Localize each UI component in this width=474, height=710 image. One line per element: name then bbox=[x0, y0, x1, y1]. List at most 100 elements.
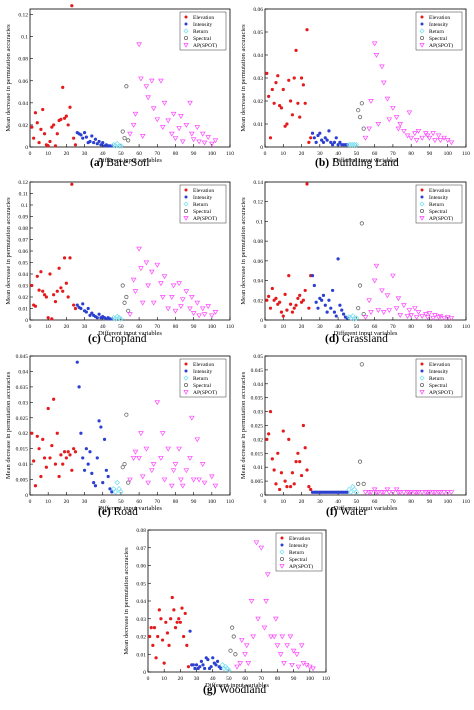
data-point-intensity bbox=[320, 298, 324, 302]
x-tick-label: 90 bbox=[427, 151, 433, 157]
x-tick-label: 100 bbox=[444, 324, 453, 330]
data-point-apspot bbox=[413, 138, 420, 143]
legend-marker bbox=[279, 564, 285, 569]
legend-label: AP(SPOT) bbox=[193, 389, 217, 396]
legend-label: Intensity bbox=[193, 195, 212, 201]
y-tick-label: 0.08 bbox=[18, 57, 28, 63]
data-point-apspot bbox=[441, 135, 447, 141]
data-point-apspot bbox=[424, 133, 431, 139]
data-point-elevation bbox=[52, 123, 56, 127]
data-point-intensity bbox=[310, 274, 315, 278]
y-tick-label: 0 bbox=[25, 493, 28, 499]
panel-caption-letter: (b) bbox=[315, 157, 330, 169]
data-point-elevation bbox=[48, 139, 52, 144]
x-tick-label: 100 bbox=[208, 151, 217, 157]
x-tick-label: 20 bbox=[64, 499, 70, 505]
data-point-intensity bbox=[88, 139, 92, 144]
data-point-apspot bbox=[406, 110, 413, 116]
x-tick-label: 50 bbox=[354, 499, 360, 505]
data-point-elevation bbox=[281, 87, 285, 92]
data-point-elevation bbox=[270, 286, 274, 291]
x-tick-label: 90 bbox=[291, 676, 297, 682]
data-point-apspot bbox=[234, 664, 240, 670]
legend-marker bbox=[420, 369, 424, 373]
data-point-apspot bbox=[194, 300, 201, 306]
y-tick-label: 0.03 bbox=[136, 617, 146, 623]
data-point-elevation bbox=[278, 104, 282, 108]
data-point-elevation bbox=[270, 87, 274, 92]
data-point-apspot bbox=[437, 490, 444, 496]
data-point-apspot bbox=[243, 643, 250, 649]
data-point-elevation bbox=[72, 136, 76, 140]
x-tick-label: 30 bbox=[82, 151, 88, 157]
data-point-apspot bbox=[404, 133, 411, 139]
data-point-intensity bbox=[334, 314, 338, 318]
data-point-apspot bbox=[255, 616, 261, 622]
y-tick-label: 0.04 bbox=[253, 279, 263, 285]
data-point-apspot bbox=[154, 117, 161, 123]
data-point-elevation bbox=[299, 473, 304, 478]
data-point-apspot bbox=[201, 312, 208, 318]
data-point-apspot bbox=[362, 490, 369, 496]
y-tick-label: 0.02 bbox=[18, 123, 28, 129]
panel-caption: (e) Road bbox=[98, 506, 138, 518]
data-point-intensity bbox=[79, 133, 83, 137]
y-tick-label: 0.02 bbox=[253, 298, 263, 304]
data-point-apspot bbox=[172, 136, 179, 142]
data-point-elevation bbox=[309, 487, 313, 492]
data-point-elevation bbox=[59, 453, 63, 457]
data-point-elevation bbox=[149, 626, 153, 630]
data-point-elevation bbox=[39, 270, 43, 274]
data-point-apspot bbox=[375, 122, 382, 127]
data-point-elevation bbox=[274, 81, 278, 85]
data-point-elevation bbox=[185, 643, 189, 647]
data-point-apspot bbox=[362, 315, 369, 320]
data-point-apspot bbox=[435, 133, 442, 139]
data-point-apspot bbox=[189, 131, 195, 137]
x-tick-label: 90 bbox=[427, 499, 433, 505]
data-point-apspot bbox=[138, 266, 144, 272]
data-point-apspot bbox=[159, 295, 166, 300]
data-point-apspot bbox=[139, 134, 146, 139]
data-point-apspot bbox=[172, 462, 179, 468]
x-tick-label: 0 bbox=[147, 676, 150, 682]
x-tick-label: 20 bbox=[299, 324, 305, 330]
y-tick-label: 0.05 bbox=[18, 261, 28, 267]
legend-marker bbox=[183, 390, 189, 395]
legend-label: Spectral bbox=[429, 36, 447, 42]
panel-caption-letter: (g) bbox=[203, 684, 217, 696]
data-point-apspot bbox=[149, 468, 155, 474]
data-point-intensity bbox=[198, 665, 202, 669]
data-point-elevation bbox=[30, 431, 34, 435]
legend-marker bbox=[184, 15, 188, 19]
y-tick-label: 0.025 bbox=[16, 416, 29, 422]
data-point-elevation bbox=[35, 121, 39, 125]
x-tick-label: 50 bbox=[226, 676, 232, 682]
data-point-spectral bbox=[124, 84, 129, 89]
data-point-apspot bbox=[430, 316, 436, 321]
y-tick-label: 0.12 bbox=[18, 13, 28, 19]
data-point-intensity bbox=[79, 306, 83, 311]
data-point-elevation bbox=[296, 296, 300, 300]
x-tick-label: 80 bbox=[173, 499, 179, 505]
data-point-apspot bbox=[415, 310, 422, 316]
data-point-elevation bbox=[287, 78, 291, 82]
legend-label: Return bbox=[429, 29, 444, 35]
data-point-apspot bbox=[183, 122, 190, 128]
data-point-apspot bbox=[432, 490, 438, 496]
data-point-apspot bbox=[145, 95, 151, 101]
data-point-intensity bbox=[81, 302, 85, 306]
y-tick-label: 0.04 bbox=[136, 599, 146, 605]
data-point-elevation bbox=[61, 85, 65, 89]
y-tick-label: 0.11 bbox=[19, 192, 29, 198]
data-point-apspot bbox=[209, 141, 215, 147]
legend-marker bbox=[184, 362, 188, 366]
data-point-intensity bbox=[82, 131, 87, 135]
data-point-elevation bbox=[279, 471, 284, 475]
legend-marker bbox=[420, 188, 424, 192]
y-tick-label: 0.07 bbox=[136, 546, 146, 552]
data-point-elevation bbox=[268, 306, 273, 310]
data-point-return bbox=[118, 489, 124, 495]
data-point-apspot bbox=[196, 477, 202, 483]
